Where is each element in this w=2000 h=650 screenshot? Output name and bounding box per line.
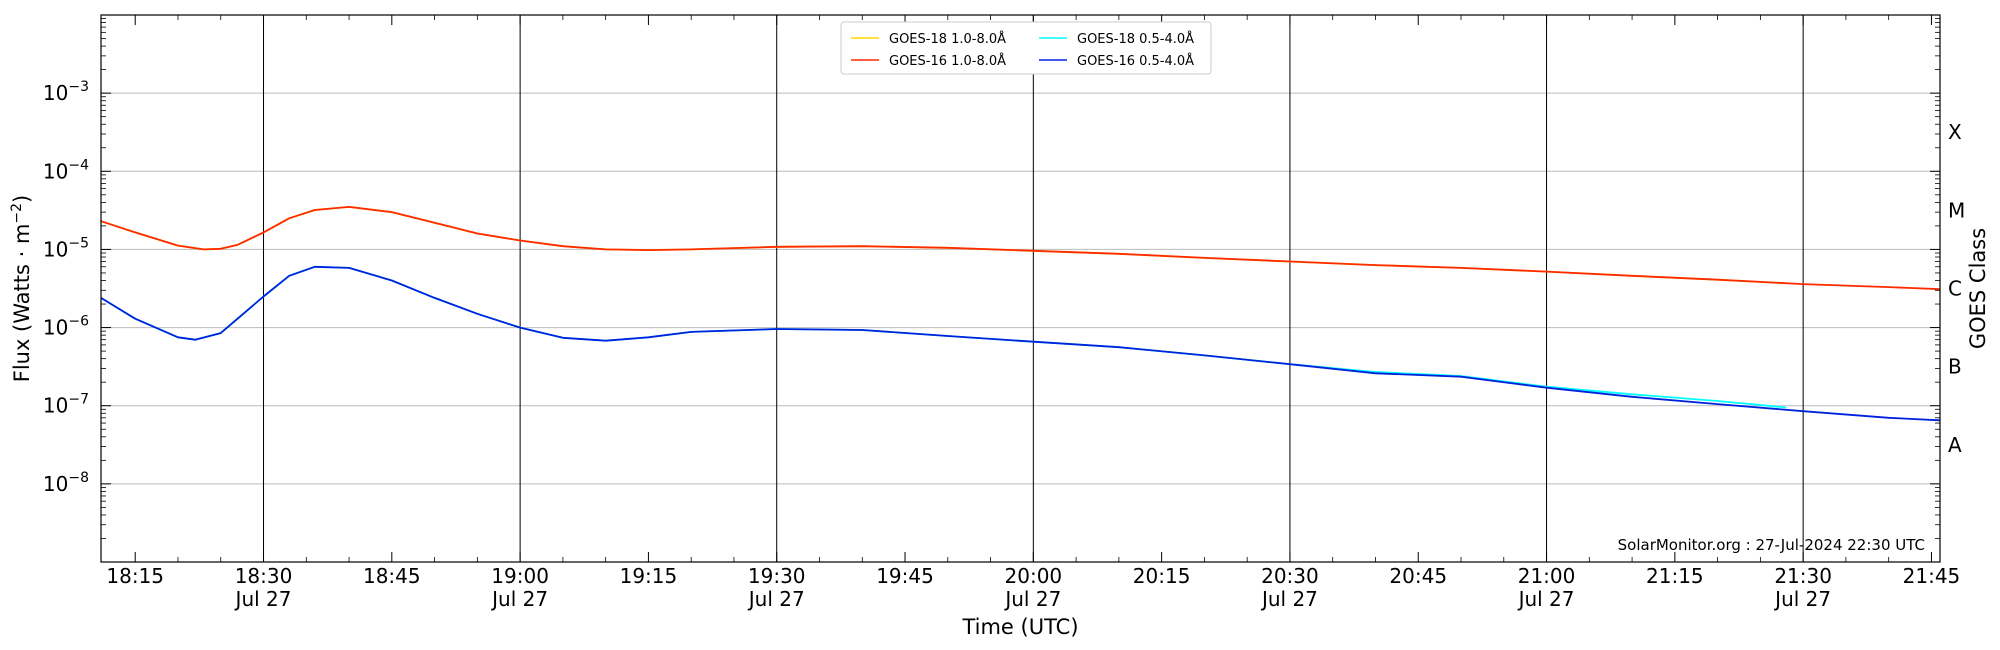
y-tick-label: 10−6	[43, 314, 89, 340]
series-line-2	[100, 205, 1941, 291]
goes-class-labels: A B C M X	[1948, 120, 1965, 457]
x-tick-label: 21:00	[1518, 564, 1576, 588]
x-tick-sublabel: Jul 27	[1517, 587, 1575, 611]
watermark-text: SolarMonitor.org : 27-Jul-2024 22:30 UTC	[1618, 536, 1925, 554]
goes-class-label: B	[1948, 355, 1962, 379]
x-tick-sublabel: Jul 27	[747, 587, 805, 611]
x-tick-label: 20:15	[1133, 564, 1191, 588]
legend-label: GOES-18 0.5-4.0Å	[1077, 31, 1194, 47]
x-tick-label: 21:15	[1646, 564, 1704, 588]
x-tick-sublabel: Jul 27	[234, 587, 292, 611]
y-tick-label: 10−5	[43, 235, 89, 261]
x-tick-label: 20:00	[1005, 564, 1063, 588]
legend-label: GOES-16 0.5-4.0Å	[1077, 53, 1194, 69]
x-tick-label: 19:45	[876, 564, 934, 588]
x-tick-label: 20:30	[1261, 564, 1319, 588]
x-tick-label: 19:30	[748, 564, 806, 588]
series-layer	[100, 205, 1941, 422]
legend: GOES-18 1.0-8.0Å GOES-18 0.5-4.0Å GOES-16 …	[840, 21, 1212, 75]
x-tick-label: 20:45	[1389, 564, 1447, 588]
x-tick-label: 21:30	[1774, 564, 1832, 588]
x-tick-sublabel: Jul 27	[490, 587, 548, 611]
legend-label: GOES-16 1.0-8.0Å	[889, 53, 1006, 69]
x-tick-sublabel: Jul 27	[1003, 587, 1061, 611]
right-axis-title: GOES Class	[1966, 228, 1990, 349]
x-tick-label: 18:15	[106, 564, 164, 588]
legend-box	[840, 21, 1212, 75]
plot-frame	[100, 14, 1941, 563]
y-axis-title: Flux (Watts · m−2)	[9, 195, 34, 383]
x-tick-label: 18:45	[363, 564, 421, 588]
goes-class-label: M	[1948, 198, 1965, 222]
y-tick-label: 10−3	[43, 79, 89, 105]
tick-layer	[101, 15, 1940, 563]
y-tick-labels: 10−8 10−7 10−6 10−5 10−4 10−3	[43, 79, 89, 496]
goes-class-label: X	[1948, 120, 1962, 144]
goes-class-label: C	[1948, 277, 1962, 301]
y-tick-label: 10−8	[43, 470, 89, 496]
x-tick-label: 19:15	[620, 564, 678, 588]
y-tick-label: 10−7	[43, 392, 89, 418]
x-tick-label: 19:00	[491, 564, 549, 588]
y-tick-label: 10−4	[43, 157, 89, 183]
x-tick-label: 18:30	[235, 564, 293, 588]
day-divider-lines	[263, 15, 1804, 562]
grid-layer	[101, 92, 1940, 485]
legend-label: GOES-18 1.0-8.0Å	[889, 31, 1006, 47]
x-tick-sublabel: Jul 27	[1260, 587, 1318, 611]
x-axis-title: Time (UTC)	[961, 615, 1078, 639]
x-tick-label: 21:45	[1903, 564, 1961, 588]
goes-class-label: A	[1948, 433, 1962, 457]
x-tick-sublabel: Jul 27	[1773, 587, 1831, 611]
series-line-3	[100, 265, 1941, 422]
